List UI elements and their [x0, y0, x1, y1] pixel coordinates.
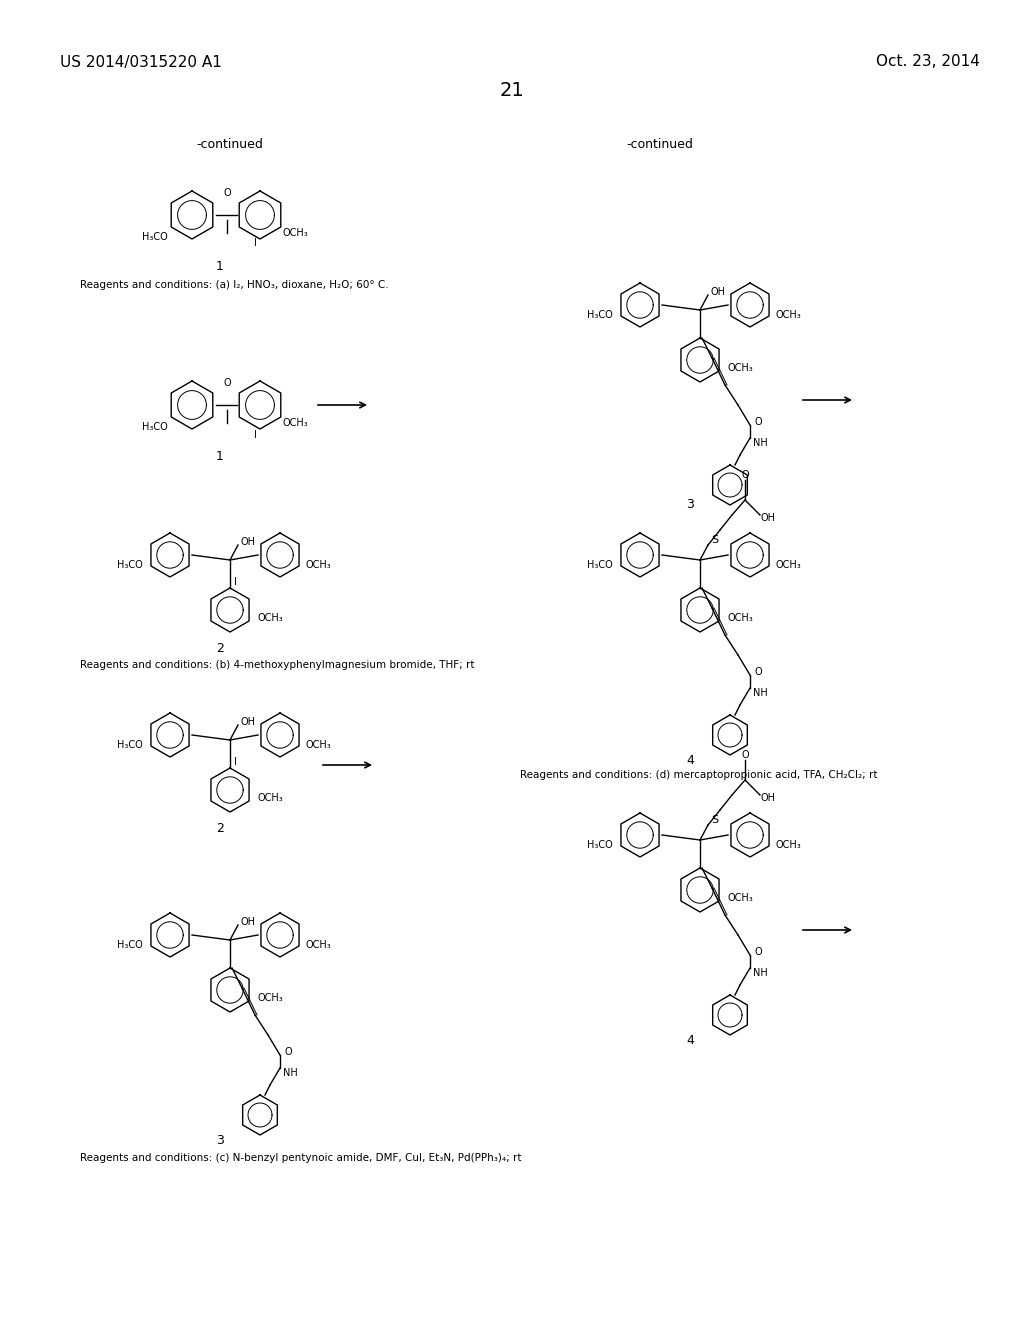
Text: OH: OH	[761, 513, 775, 523]
Text: H₃CO: H₃CO	[142, 232, 168, 242]
Text: S: S	[712, 535, 719, 545]
Text: H₃CO: H₃CO	[587, 310, 613, 319]
Text: O: O	[755, 667, 762, 677]
Text: 3: 3	[686, 499, 694, 511]
Text: OCH₃: OCH₃	[257, 612, 283, 623]
Text: O: O	[755, 417, 762, 426]
Text: OCH₃: OCH₃	[305, 741, 331, 750]
Text: O: O	[741, 750, 749, 760]
Text: O: O	[223, 378, 230, 388]
Text: NH: NH	[283, 1068, 297, 1078]
Text: Reagents and conditions: (c) N-benzyl pentynoic amide, DMF, CuI, Et₃N, Pd(PPh₃)₄: Reagents and conditions: (c) N-benzyl pe…	[80, 1152, 521, 1163]
Text: -continued: -continued	[627, 139, 693, 152]
Text: H₃CO: H₃CO	[117, 741, 143, 750]
Text: OCH₃: OCH₃	[305, 940, 331, 950]
Text: 4: 4	[686, 1034, 694, 1047]
Text: O: O	[285, 1047, 292, 1057]
Text: H₃CO: H₃CO	[117, 940, 143, 950]
Text: O: O	[223, 187, 230, 198]
Text: NH: NH	[753, 688, 767, 698]
Text: OCH₃: OCH₃	[775, 560, 801, 570]
Text: OCH₃: OCH₃	[305, 560, 331, 570]
Text: OCH₃: OCH₃	[257, 993, 283, 1003]
Text: OCH₃: OCH₃	[283, 228, 308, 238]
Text: H₃CO: H₃CO	[142, 422, 168, 432]
Text: O: O	[755, 946, 762, 957]
Text: OH: OH	[761, 793, 775, 803]
Text: OH: OH	[241, 537, 256, 546]
Text: 1: 1	[216, 260, 224, 273]
Text: OH: OH	[241, 917, 256, 927]
Text: 21: 21	[500, 81, 524, 99]
Text: H₃CO: H₃CO	[587, 560, 613, 570]
Text: 2: 2	[216, 642, 224, 655]
Text: OH: OH	[711, 286, 725, 297]
Text: -continued: -continued	[197, 139, 263, 152]
Text: H₃CO: H₃CO	[587, 840, 613, 850]
Text: OCH₃: OCH₃	[283, 418, 308, 428]
Text: OCH₃: OCH₃	[775, 840, 801, 850]
Text: O: O	[741, 470, 749, 480]
Text: Reagents and conditions: (b) 4-methoxyphenylmagnesium bromide, THF; rt: Reagents and conditions: (b) 4-methoxyph…	[80, 660, 474, 671]
Text: Reagents and conditions: (a) I₂, HNO₃, dioxane, H₂O; 60° C.: Reagents and conditions: (a) I₂, HNO₃, d…	[80, 280, 389, 290]
Text: I: I	[254, 238, 256, 248]
Text: US 2014/0315220 A1: US 2014/0315220 A1	[60, 54, 222, 70]
Text: Reagents and conditions: (d) mercaptopropionic acid, TFA, CH₂Cl₂; rt: Reagents and conditions: (d) mercaptopro…	[520, 770, 878, 780]
Text: Oct. 23, 2014: Oct. 23, 2014	[877, 54, 980, 70]
Text: NH: NH	[753, 438, 767, 447]
Text: I: I	[233, 577, 237, 587]
Text: S: S	[712, 814, 719, 825]
Text: NH: NH	[753, 968, 767, 978]
Text: 1: 1	[216, 450, 224, 463]
Text: OCH₃: OCH₃	[257, 793, 283, 803]
Text: OCH₃: OCH₃	[775, 310, 801, 319]
Text: OH: OH	[241, 717, 256, 727]
Text: I: I	[254, 430, 256, 440]
Text: OCH₃: OCH₃	[727, 363, 753, 374]
Text: 4: 4	[686, 754, 694, 767]
Text: 2: 2	[216, 821, 224, 834]
Text: H₃CO: H₃CO	[117, 560, 143, 570]
Text: OCH₃: OCH₃	[727, 894, 753, 903]
Text: I: I	[233, 756, 237, 767]
Text: OCH₃: OCH₃	[727, 612, 753, 623]
Text: 3: 3	[216, 1134, 224, 1147]
